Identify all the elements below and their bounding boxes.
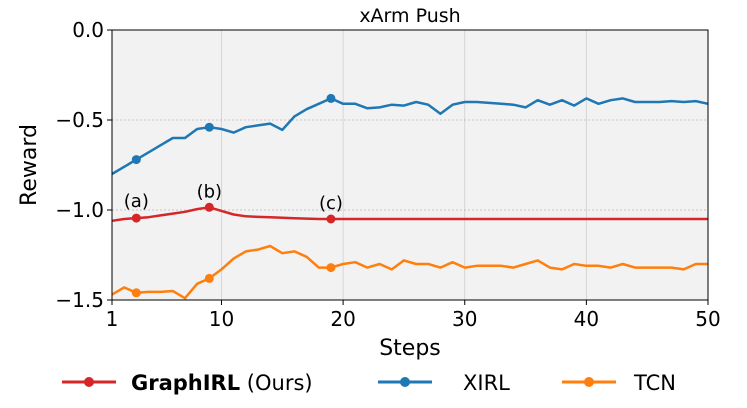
series-marker-graphirl [131,213,141,223]
x-tick-label: 40 [574,307,599,331]
plot-frame [111,29,709,301]
legend-item-tcn: TCN [562,371,676,395]
annotation-label: (a) [124,191,149,212]
legend-marker-xirl [400,377,410,387]
series-marker-graphirl [326,214,336,224]
chart-title: xArm Push [359,5,460,27]
x-tick-label: 30 [452,307,477,331]
legend-item-graphirl: GraphIRL (Ours) [62,371,313,395]
legend: GraphIRL (Ours) XIRL TCN [62,371,676,395]
series-marker-xirl [131,155,141,165]
y-tick-label: −1.5 [55,288,104,312]
annotation-label: (c) [319,193,343,214]
x-tick-label: 20 [330,307,355,331]
plot-area [112,30,708,300]
series-marker-xirl [326,93,336,103]
series-marker-xirl [204,122,214,132]
y-tick-label: −0.5 [55,108,104,132]
legend-label-xirl: XIRL [463,371,510,395]
x-tick-label: 50 [695,307,720,331]
point-annotations: (a) (b) (c) [124,181,343,214]
y-tick-label: −1.0 [55,198,104,222]
legend-series-name-graphirl: GraphIRL [131,371,240,395]
series-markers [131,93,336,298]
x-tick-label: 10 [209,307,234,331]
legend-item-xirl: XIRL [378,371,510,395]
y-tick-label: 0.0 [72,18,104,42]
series-marker-tcn [326,263,336,273]
series-marker-tcn [204,273,214,283]
x-axis-title: Steps [379,336,441,361]
legend-marker-tcn [584,377,594,387]
legend-label-tcn: TCN [633,371,676,395]
y-axis-title: Reward [17,124,42,206]
legend-suffix-graphirl: (Ours) [240,371,312,395]
series-marker-graphirl [204,202,214,212]
x-tick-label: 1 [106,307,119,331]
legend-label-graphirl: GraphIRL (Ours) [131,371,313,395]
legend-marker-graphirl [84,377,94,387]
axis-ticks: 1 10 20 30 40 50 0.0 −0.5 −1.0 −1.5 [55,18,720,331]
series-marker-tcn [131,288,141,298]
annotation-label: (b) [197,181,222,202]
